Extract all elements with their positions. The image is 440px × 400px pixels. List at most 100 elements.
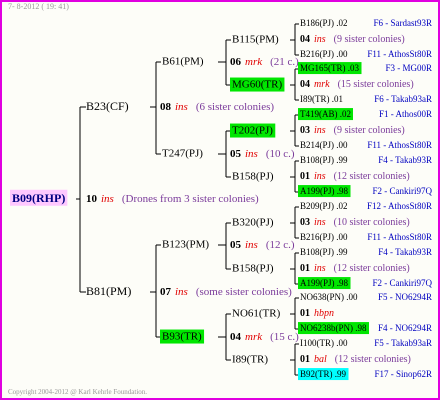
count: 01 <box>300 263 310 274</box>
label-highlight <box>298 322 369 335</box>
origin: F2 - Cankiri97Q <box>373 186 433 196</box>
node-label: NO61(TR) <box>232 308 281 320</box>
queen-type: ins <box>314 217 326 228</box>
count: 01 <box>300 308 310 319</box>
origin: F6 - Takab93aR <box>374 94 432 104</box>
mating-info: 07 ins (some sister colonies) <box>160 286 292 298</box>
node-label: I100(TR) .00 <box>300 338 348 348</box>
mating-info: 04 mrk (15 sister colonies) <box>300 79 414 90</box>
queen-type: bal <box>314 354 327 365</box>
mating-info: 04 mrk (15 c.) <box>230 331 299 343</box>
note: (10 c.) <box>266 148 295 160</box>
node-label: B216(PJ) .00 <box>300 49 348 59</box>
label-highlight <box>298 368 349 381</box>
origin: F4 - Takab93R <box>378 247 432 257</box>
mating-info: 01 ins (12 sister colonies) <box>300 171 410 182</box>
note: (12 sister colonies) <box>334 171 410 182</box>
node-label: A199(PJ) .98 <box>300 278 349 288</box>
origin: F11 - AthosSt80R <box>367 140 432 150</box>
queen-type: ins <box>314 34 326 45</box>
mating-info: 05 ins (10 c.) <box>230 148 295 160</box>
connectors <box>76 61 161 338</box>
node-label: B214(PJ) .00 <box>300 140 348 150</box>
node-label: B320(PJ) <box>232 217 274 229</box>
queen-type: ins <box>101 193 114 205</box>
label-highlight <box>10 189 68 206</box>
queen-type: ins <box>314 263 326 274</box>
label-highlight <box>160 329 205 344</box>
mating-info: 04 ins (9 sister colonies) <box>300 34 405 45</box>
count: 04 <box>300 34 310 45</box>
node-label: B158(PJ) <box>232 263 274 275</box>
queen-type: ins <box>314 125 326 136</box>
node-label: NO6238b(PN) .98 <box>300 323 367 333</box>
note: (6 sister colonies) <box>196 101 275 113</box>
copyright: Copyright 2004-2012 @ Karl Kehrle Founda… <box>8 388 147 396</box>
node-label: B09(RHP) <box>12 191 65 205</box>
count: 10 <box>86 193 98 205</box>
count: 03 <box>300 125 310 136</box>
queen-type: ins <box>175 286 188 298</box>
node-label: I89(TR) <box>232 354 268 366</box>
label-highlight <box>298 108 353 121</box>
origin: F17 - Sinop62R <box>374 369 432 379</box>
node-label: I89(TR) .01 <box>300 94 343 104</box>
note: (10 sister colonies) <box>334 217 410 228</box>
mating-info: 08 ins (6 sister colonies) <box>160 101 274 113</box>
queen-type: ins <box>175 101 188 113</box>
mating-info: 06 mrk (21 c.) <box>230 56 299 68</box>
queen-type: ins <box>245 148 258 160</box>
mating-info: 03 ins (10 sister colonies) <box>300 217 410 228</box>
note: (9 sister colonies) <box>334 125 405 136</box>
node-label: B123(PM) <box>162 239 209 251</box>
note: (12 c.) <box>266 239 295 251</box>
node-label: NO638(PN) .00 <box>300 292 358 302</box>
mating-info: 01 ins (12 sister colonies) <box>300 263 410 274</box>
note: (Drones from 3 sister colonies) <box>122 193 259 205</box>
label-highlight <box>230 123 276 138</box>
label-highlight <box>298 62 362 75</box>
label-highlight <box>230 77 285 92</box>
count: 01 <box>300 171 310 182</box>
node-label: B61(PM) <box>162 56 204 68</box>
origin: F1 - Athos00R <box>379 109 432 119</box>
origin: F12 - AthosSt80R <box>367 201 432 211</box>
node-label: T247(PJ) <box>162 148 203 160</box>
label-highlight <box>298 277 351 290</box>
origin: F4 - NO6294R <box>378 323 432 333</box>
node-label: B92(TR) .99 <box>300 369 346 379</box>
queen-type: ins <box>314 171 326 182</box>
queen-type: mrk <box>245 56 263 68</box>
node-label: B93(TR) <box>162 331 202 343</box>
origin: F3 - MG00R <box>385 63 432 73</box>
note: (some sister colonies) <box>196 286 292 298</box>
node-label: T419(AB) .02 <box>300 109 351 119</box>
note: (21 c.) <box>270 56 299 68</box>
node-label: B158(PJ) <box>232 171 274 183</box>
node-label: B216(PJ) .00 <box>300 232 348 242</box>
mating-info: 01 bal (12 sister colonies) <box>300 354 411 365</box>
origin: F5 - Takab93aR <box>374 338 432 348</box>
node-label: B209(PJ) .02 <box>300 201 348 211</box>
count: 08 <box>160 101 172 113</box>
node-label: B108(PJ) .99 <box>300 155 348 165</box>
mating-info: 05 ins (12 c.) <box>230 239 295 251</box>
node-label: A199(PJ) .98 <box>300 186 349 196</box>
timestamp: 7- 8-2012 ( 19: 41) <box>8 2 69 11</box>
count: 05 <box>230 239 242 251</box>
node-label: MG60(TR) <box>232 79 282 91</box>
origin: F6 - Sardast93R <box>374 18 433 28</box>
origin: F11 - AthosSt80R <box>367 49 432 59</box>
origin: F5 - NO6294R <box>378 292 432 302</box>
note: (9 sister colonies) <box>334 34 405 45</box>
node-label: B81(PM) <box>86 284 131 298</box>
queen-type: ins <box>245 239 258 251</box>
note: (12 sister colonies) <box>335 354 411 365</box>
note: (15 sister colonies) <box>338 79 414 90</box>
count: 06 <box>230 56 242 68</box>
node-label: B186(PJ) .02 <box>300 18 348 28</box>
queen-type: mrk <box>314 79 330 90</box>
origin: F11 - AthosSt80R <box>367 232 432 242</box>
node-label: B23(CF) <box>86 99 129 113</box>
